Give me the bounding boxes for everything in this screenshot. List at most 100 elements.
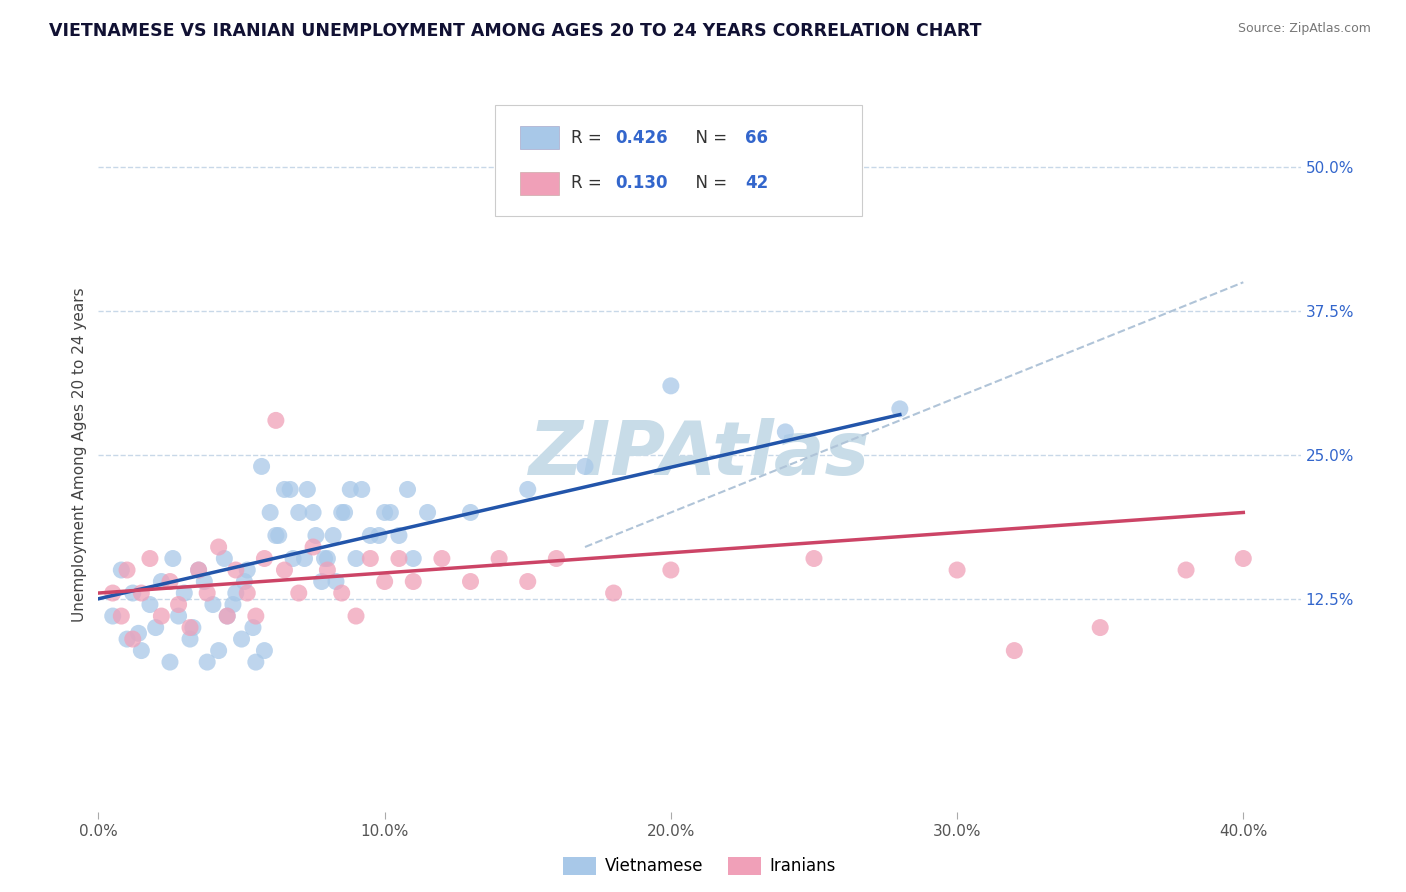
Point [339, 483, 361, 497]
Point [222, 598, 245, 612]
Point [302, 540, 325, 554]
Point [195, 655, 218, 669]
FancyBboxPatch shape [520, 172, 558, 194]
Point [267, 528, 290, 542]
Point [167, 609, 190, 624]
Point [402, 574, 425, 589]
Point [179, 632, 201, 646]
Point [115, 563, 138, 577]
Point [302, 506, 325, 520]
Point [946, 563, 969, 577]
Text: 42: 42 [745, 174, 769, 193]
Point [225, 563, 247, 577]
Point [131, 586, 153, 600]
Point [1002, 643, 1025, 657]
FancyBboxPatch shape [495, 105, 862, 216]
Point [359, 551, 381, 566]
Text: 0.130: 0.130 [616, 174, 668, 193]
Point [330, 506, 353, 520]
Point [388, 551, 411, 566]
Point [889, 401, 911, 416]
Point [110, 563, 132, 577]
Point [101, 609, 124, 624]
Text: N =: N = [685, 174, 733, 193]
Point [250, 459, 273, 474]
Point [159, 655, 181, 669]
Point [294, 551, 316, 566]
Point [333, 506, 356, 520]
Point [253, 643, 276, 657]
Point [1088, 621, 1111, 635]
Point [278, 483, 301, 497]
Point [344, 609, 367, 624]
Point [602, 586, 624, 600]
Point [273, 563, 295, 577]
Point [264, 413, 287, 427]
Point [316, 563, 339, 577]
Point [388, 528, 411, 542]
Y-axis label: Unemployment Among Ages 20 to 24 years: Unemployment Among Ages 20 to 24 years [72, 287, 87, 623]
Point [330, 586, 353, 600]
Point [325, 574, 347, 589]
Point [193, 574, 215, 589]
Point [139, 598, 162, 612]
Point [396, 483, 419, 497]
Point [775, 425, 797, 439]
Point [187, 563, 209, 577]
Text: 0.426: 0.426 [616, 128, 668, 147]
Point [305, 528, 328, 542]
Point [173, 586, 195, 600]
Point [208, 643, 231, 657]
Point [460, 506, 482, 520]
Point [145, 621, 167, 635]
Point [115, 632, 138, 646]
Point [231, 632, 253, 646]
Point [242, 621, 264, 635]
Point [181, 621, 204, 635]
Point [287, 506, 309, 520]
Point [803, 551, 825, 566]
Point [233, 574, 256, 589]
Point [253, 551, 276, 566]
Point [316, 551, 339, 566]
Point [121, 586, 143, 600]
Point [264, 528, 287, 542]
Point [131, 643, 153, 657]
Point [374, 506, 396, 520]
Point [359, 528, 381, 542]
Point [314, 551, 336, 566]
Point [368, 528, 391, 542]
Text: ZIPAtlas: ZIPAtlas [529, 418, 870, 491]
Point [179, 621, 201, 635]
Point [201, 598, 224, 612]
Point [374, 574, 396, 589]
Point [516, 574, 538, 589]
Point [110, 609, 132, 624]
Point [350, 483, 373, 497]
Legend: Vietnamese, Iranians: Vietnamese, Iranians [557, 850, 842, 882]
Point [195, 586, 218, 600]
Point [162, 551, 184, 566]
Point [402, 551, 425, 566]
Point [167, 598, 190, 612]
Point [297, 483, 319, 497]
Point [322, 528, 344, 542]
Text: R =: R = [571, 128, 607, 147]
Point [245, 609, 267, 624]
Point [159, 574, 181, 589]
Point [380, 506, 402, 520]
Point [225, 586, 247, 600]
Point [516, 483, 538, 497]
Point [546, 551, 568, 566]
Point [1175, 563, 1198, 577]
Point [488, 551, 510, 566]
Text: N =: N = [685, 128, 733, 147]
Point [273, 483, 295, 497]
Point [259, 506, 281, 520]
FancyBboxPatch shape [520, 127, 558, 149]
Text: 66: 66 [745, 128, 768, 147]
Point [208, 540, 231, 554]
Point [214, 551, 236, 566]
Point [430, 551, 453, 566]
Point [311, 574, 333, 589]
